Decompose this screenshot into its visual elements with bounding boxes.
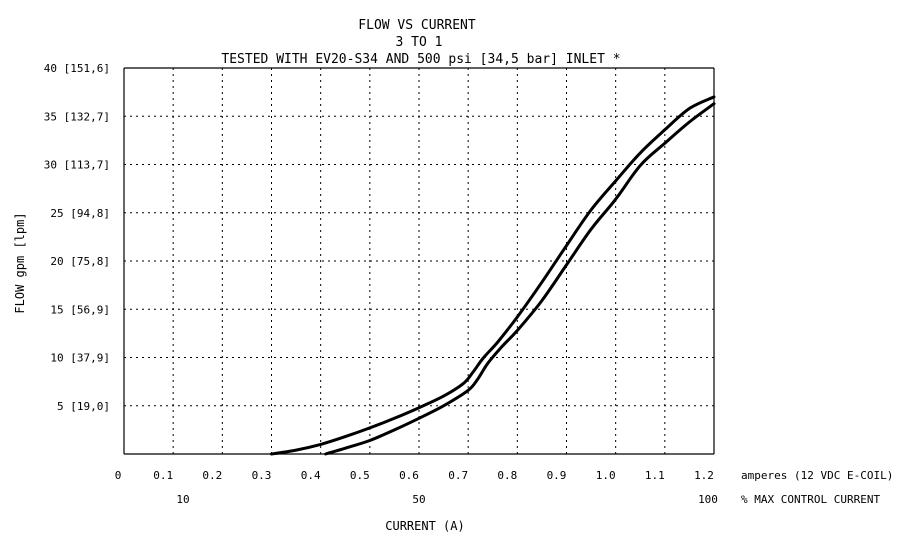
y-tick-label: 10 [37,9] (50, 352, 110, 365)
chart-subtitle-test-conditions: TESTED WITH EV20-S34 AND 500 psi [34,5 b… (221, 52, 620, 67)
y-tick-label: 25 [94,8] (50, 207, 110, 220)
y-tick-label: 15 [56,9] (50, 303, 110, 316)
y-tick-label: 20 [75,8] (50, 255, 110, 268)
x-tick-label: 0.6 (399, 469, 419, 482)
x-tick-label: 0.8 (497, 469, 517, 482)
x-tick-label: 1.2 (694, 469, 714, 482)
x-secondary-tick-label: 100 (698, 493, 718, 506)
x-tick-label: 1.1 (645, 469, 665, 482)
chart-title: FLOW VS CURRENT (358, 18, 476, 33)
flow-curve-upper (270, 95, 716, 456)
x-tick-label: 0.7 (448, 469, 468, 482)
data-curves (270, 95, 716, 456)
chart-subtitle-ratio: 3 TO 1 (396, 35, 443, 50)
x-tick-label: 1.0 (596, 469, 616, 482)
x-tick-label: 0.9 (547, 469, 567, 482)
x-tick-label: 0.4 (301, 469, 321, 482)
x-unit-label: amperes (12 VDC E-COIL) (741, 469, 893, 482)
x-tick-labels: 0 0.1 0.2 0.3 0.4 0.5 0.6 0.7 0.8 0.9 1.0 1.1 1.2 (115, 469, 714, 482)
grid-lines (124, 68, 714, 454)
y-tick-label: 40 [151,6] (44, 62, 110, 75)
y-tick-label: 30 [113,7] (44, 159, 110, 172)
x-tick-label: 0.3 (252, 469, 272, 482)
y-axis-title: FLOW gpm [lpm] (13, 212, 27, 313)
x-secondary-tick-label: 10 (176, 493, 189, 506)
y-tick-label: 35 [132,7] (44, 110, 110, 123)
x-axis-title: CURRENT (A) (385, 519, 464, 533)
flow-curve-lower (324, 102, 716, 456)
x-secondary-tick-labels: 10 50 100 (176, 493, 718, 506)
x-tick-label: 0 (115, 469, 122, 482)
x-secondary-axis-label: % MAX CONTROL CURRENT (741, 493, 880, 506)
x-tick-label: 0.2 (202, 469, 222, 482)
y-tick-labels: 5 [19,0] 10 [37,9] 15 [56,9] 20 [75,8] 25 [9… (44, 62, 110, 413)
x-tick-label: 0.5 (350, 469, 370, 482)
x-secondary-tick-label: 50 (412, 493, 425, 506)
plot-frame (123, 67, 715, 455)
x-tick-label: 0.1 (153, 469, 173, 482)
y-tick-label: 5 [19,0] (57, 400, 110, 413)
